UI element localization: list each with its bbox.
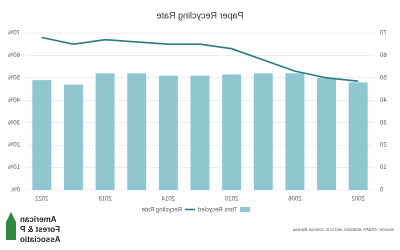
chart-root: Paper Recycling Rate Source: AF&PA Stati… [6, 10, 394, 244]
x-tick-label: 2014 [161, 197, 175, 203]
y2-tick-label: 30% [7, 120, 20, 126]
y-tick-label: 0 [379, 188, 383, 194]
y-tick-label: 10 [379, 165, 386, 171]
line [41, 36, 359, 83]
y-tick-label: 60 [379, 53, 386, 59]
logo-text: Associatio [20, 235, 61, 244]
logo-icon [6, 212, 16, 240]
bar [32, 80, 52, 190]
bar [95, 73, 115, 190]
y2-tick-label: 50% [7, 75, 20, 81]
y-tick-label: 20 [379, 143, 386, 149]
y2-tick-label: 0% [11, 188, 20, 194]
x-tick-label: 2006 [288, 197, 302, 203]
x-tick-label: 2010 [224, 197, 238, 203]
bar [158, 75, 178, 190]
legend-swatch [240, 207, 250, 212]
source: Source: AF&PA Statistics and U.S. Census… [292, 227, 394, 232]
y2-tick-label: 60% [7, 53, 20, 59]
x-tick-label: 2018 [98, 197, 112, 203]
bar [348, 82, 368, 190]
y2-tick-label: 20% [7, 143, 20, 149]
legend-label: Tons Recycled [198, 208, 237, 214]
bar [253, 73, 273, 190]
bar [317, 77, 337, 190]
logo-text: American [20, 215, 57, 224]
y-tick-label: 50 [379, 75, 386, 81]
logo-text: Forest & P [19, 225, 60, 234]
bar [63, 84, 83, 190]
y2-tick-label: 40% [7, 98, 20, 104]
bar [222, 74, 242, 190]
y-tick-label: 30 [379, 120, 386, 126]
y-tick-label: 70 [379, 31, 386, 37]
x-tick-label: 2002 [351, 197, 365, 203]
bar [127, 73, 147, 190]
legend-label: Recycling Rate [141, 208, 182, 214]
y-tick-label: 40 [379, 98, 386, 104]
y2-tick-label: 70% [7, 31, 20, 37]
bar [285, 73, 305, 190]
y2-tick-label: 10% [7, 165, 20, 171]
chart-title: Paper Recycling Rate [156, 10, 243, 20]
bar [190, 75, 210, 190]
x-tick-label: 2022 [34, 197, 48, 203]
